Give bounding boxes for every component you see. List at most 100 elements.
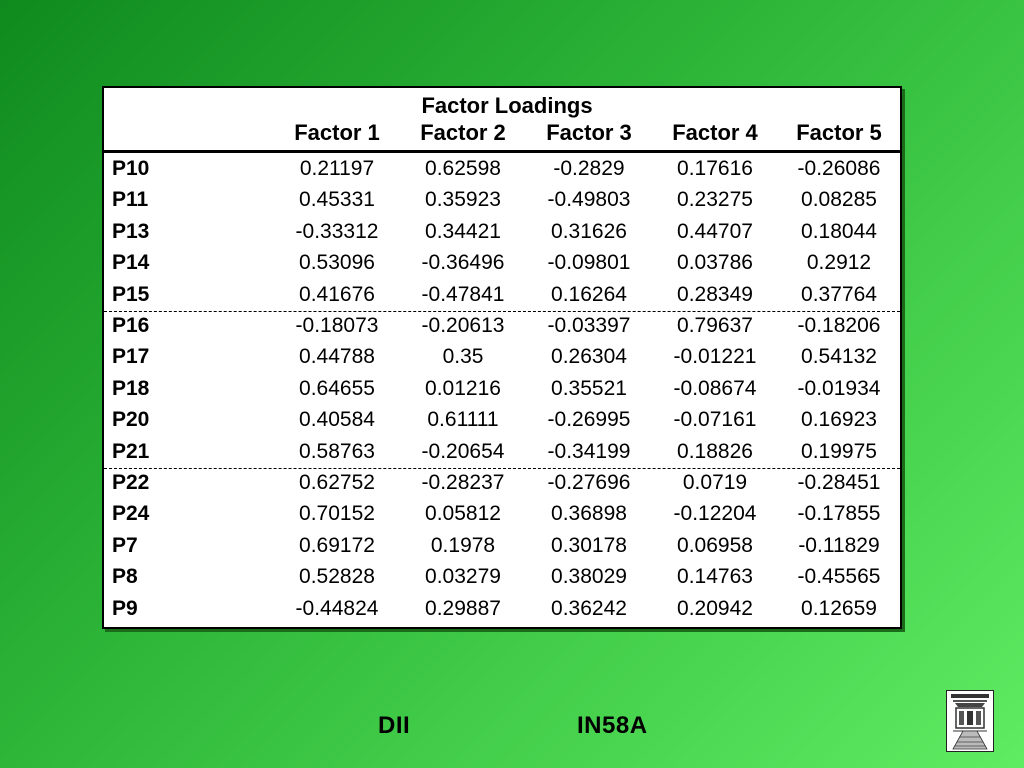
table-cell: 0.45331 xyxy=(299,188,375,212)
table-cell: 0.40584 xyxy=(299,408,375,432)
row-label: P24 xyxy=(112,502,150,526)
table-cell: 0.35 xyxy=(442,345,484,369)
factor-loadings-table: Factor Loadings Factor 1 Factor 2 Factor… xyxy=(102,86,902,629)
footer-left-label: DII xyxy=(378,712,411,739)
table-cell: 0.44707 xyxy=(677,219,753,243)
table-cell: -0.11829 xyxy=(798,533,880,557)
table-row: P20 0.40584 0.61111 -0.26995 -0.07161 0.16923 xyxy=(104,406,900,437)
group-divider xyxy=(104,311,900,312)
table-cell: 0.36242 xyxy=(551,596,627,620)
table-cell: 0.54132 xyxy=(801,345,877,369)
table-cell: 0.53096 xyxy=(299,251,375,275)
row-label: P11 xyxy=(112,188,149,212)
table-cell: 0.16923 xyxy=(801,408,877,432)
table-cell: -0.28451 xyxy=(797,471,881,494)
table-cell: -0.2829 xyxy=(553,157,625,180)
table-cell: 0.31626 xyxy=(551,219,627,243)
table-cell: 0.64655 xyxy=(299,376,375,400)
row-label: P10 xyxy=(112,157,150,180)
row-label: P22 xyxy=(112,471,150,494)
table-row: P9 -0.44824 0.29887 0.36242 0.20942 0.12659 xyxy=(104,595,900,626)
table-row: P7 0.69172 0.1978 0.30178 0.06958 -0.11829 xyxy=(104,532,900,563)
table-cell: -0.26995 xyxy=(547,408,631,432)
building-logo-icon xyxy=(946,690,994,752)
row-label: P13 xyxy=(112,219,150,243)
table-cell: 0.79637 xyxy=(677,314,753,337)
table-cell: -0.20613 xyxy=(421,314,505,337)
table-row: P16 -0.18073 -0.20613 -0.03397 0.79637 -0.182… xyxy=(104,312,900,343)
table-cell: 0.70152 xyxy=(299,502,375,526)
table-cell: 0.34421 xyxy=(425,219,501,243)
table-cell: 0.28349 xyxy=(677,282,753,306)
table-cell: -0.26086 xyxy=(797,157,881,180)
table-cell: -0.28237 xyxy=(421,471,505,494)
table-row: P10 0.21197 0.62598 -0.2829 0.17616 -0.26086 xyxy=(104,155,900,186)
table-cell: -0.18206 xyxy=(797,314,881,337)
table-cell: 0.37764 xyxy=(801,282,877,306)
table-cell: 0.61111 xyxy=(427,408,499,432)
table-cell: 0.18826 xyxy=(677,439,753,463)
table-cell: 0.21197 xyxy=(299,157,375,180)
table-cell: 0.44788 xyxy=(299,345,375,369)
table-cell: -0.17855 xyxy=(797,502,881,526)
table-header-row: Factor 1 Factor 2 Factor 3 Factor 4 Fact… xyxy=(104,120,900,150)
row-label: P8 xyxy=(112,565,138,589)
table-row: P13 -0.33312 0.34421 0.31626 0.44707 0.18044 xyxy=(104,218,900,249)
table-cell: 0.41676 xyxy=(299,282,375,306)
table-cell: 0.2912 xyxy=(806,251,872,275)
table-cell: 0.20942 xyxy=(677,596,753,620)
row-label: P18 xyxy=(112,376,150,400)
footer-right-label: IN58A xyxy=(577,712,648,739)
column-header-factor-4: Factor 4 xyxy=(672,120,758,145)
table-cell: 0.26304 xyxy=(551,345,627,369)
table-cell: 0.06958 xyxy=(677,533,753,557)
table-row: P17 0.44788 0.35 0.26304 -0.01221 0.54132 xyxy=(104,343,900,374)
table-title: Factor Loadings xyxy=(421,93,593,118)
row-label: P20 xyxy=(112,408,150,432)
table-cell: -0.01221 xyxy=(673,345,757,369)
table-cell: -0.09801 xyxy=(547,251,631,275)
column-header-factor-2: Factor 2 xyxy=(420,120,506,145)
table-cell: 0.03279 xyxy=(425,565,501,589)
table-cell: 0.23275 xyxy=(677,188,753,212)
table-cell: -0.27696 xyxy=(547,471,631,494)
table-row: P22 0.62752 -0.28237 -0.27696 0.0719 -0.28451 xyxy=(104,469,900,500)
row-label: P16 xyxy=(112,314,150,337)
table-cell: 0.62752 xyxy=(299,471,375,494)
table-row: P14 0.53096 -0.36496 -0.09801 0.03786 0.2912 xyxy=(104,249,900,280)
table-row: P18 0.64655 0.01216 0.35521 -0.08674 -0.01934 xyxy=(104,375,900,406)
table-cell: 0.05812 xyxy=(425,502,501,526)
table-cell: 0.14763 xyxy=(677,565,753,589)
table-cell: 0.30178 xyxy=(551,533,627,557)
table-cell: 0.38029 xyxy=(551,565,627,589)
table-cell: 0.03786 xyxy=(677,251,753,275)
column-header-factor-5: Factor 5 xyxy=(796,120,882,145)
row-label: P14 xyxy=(112,251,150,275)
table-cell: -0.36496 xyxy=(421,251,505,275)
row-label: P9 xyxy=(112,596,138,620)
table-row: P11 0.45331 0.35923 -0.49803 0.23275 0.08285 xyxy=(104,186,900,217)
table-cell: 0.69172 xyxy=(299,533,375,557)
table-cell: 0.35923 xyxy=(425,188,501,212)
table-cell: -0.01934 xyxy=(797,376,881,400)
column-header-factor-1: Factor 1 xyxy=(294,120,380,145)
table-cell: -0.07161 xyxy=(673,408,757,432)
table-cell: -0.20654 xyxy=(421,439,505,463)
row-label: P15 xyxy=(112,282,150,306)
table-row: P21 0.58763 -0.20654 -0.34199 0.18826 0.19975 xyxy=(104,438,900,469)
table-cell: -0.03397 xyxy=(547,314,631,337)
table-cell: 0.19975 xyxy=(801,439,877,463)
table-cell: -0.49803 xyxy=(547,188,631,212)
row-label: P17 xyxy=(112,345,150,369)
table-cell: -0.33312 xyxy=(295,219,379,243)
table-cell: -0.44824 xyxy=(295,596,379,620)
table-cell: 0.1978 xyxy=(430,533,496,557)
table-cell: 0.29887 xyxy=(425,596,501,620)
table-cell: -0.08674 xyxy=(673,376,757,400)
table-cell: 0.08285 xyxy=(801,188,877,212)
table-cell: 0.12659 xyxy=(801,596,877,620)
column-header-factor-3: Factor 3 xyxy=(546,120,632,145)
table-cell: 0.17616 xyxy=(677,157,753,180)
table-cell: 0.35521 xyxy=(551,376,627,400)
table-row: P8 0.52828 0.03279 0.38029 0.14763 -0.45565 xyxy=(104,563,900,594)
